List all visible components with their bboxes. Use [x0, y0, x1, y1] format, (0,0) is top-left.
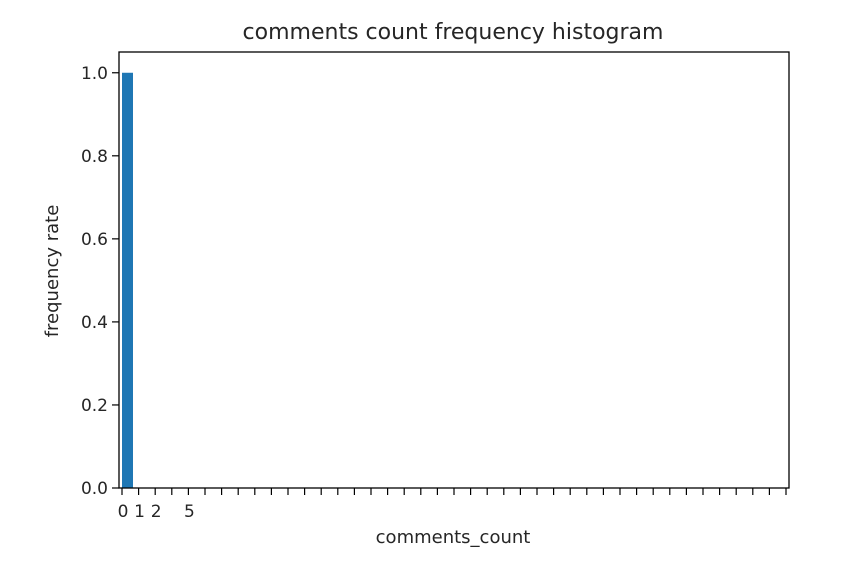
y-tick-label: 0.2: [81, 396, 108, 416]
x-tick-label: 1: [134, 502, 145, 522]
plot-area: 0.0 0.2 0.4 0.6 0.8 1.0 0 1 2 5: [81, 51, 790, 522]
x-axis-label: comments_count: [376, 527, 531, 548]
y-tick-label: 0.4: [81, 313, 108, 333]
y-tick-label: 1.0: [81, 64, 108, 84]
y-tick-label: 0.0: [81, 479, 108, 499]
y-axis-label: frequency rate: [42, 205, 63, 338]
y-tick-label: 0.6: [81, 230, 108, 250]
x-tick-label: 2: [151, 502, 162, 522]
x-tick-label: 5: [184, 502, 195, 522]
plot-frame: [118, 51, 790, 489]
bar-0: [122, 72, 133, 488]
chart-title: comments count frequency histogram: [243, 20, 664, 45]
y-tick-label: 0.8: [81, 147, 108, 167]
x-tick-label: 0: [118, 502, 129, 522]
